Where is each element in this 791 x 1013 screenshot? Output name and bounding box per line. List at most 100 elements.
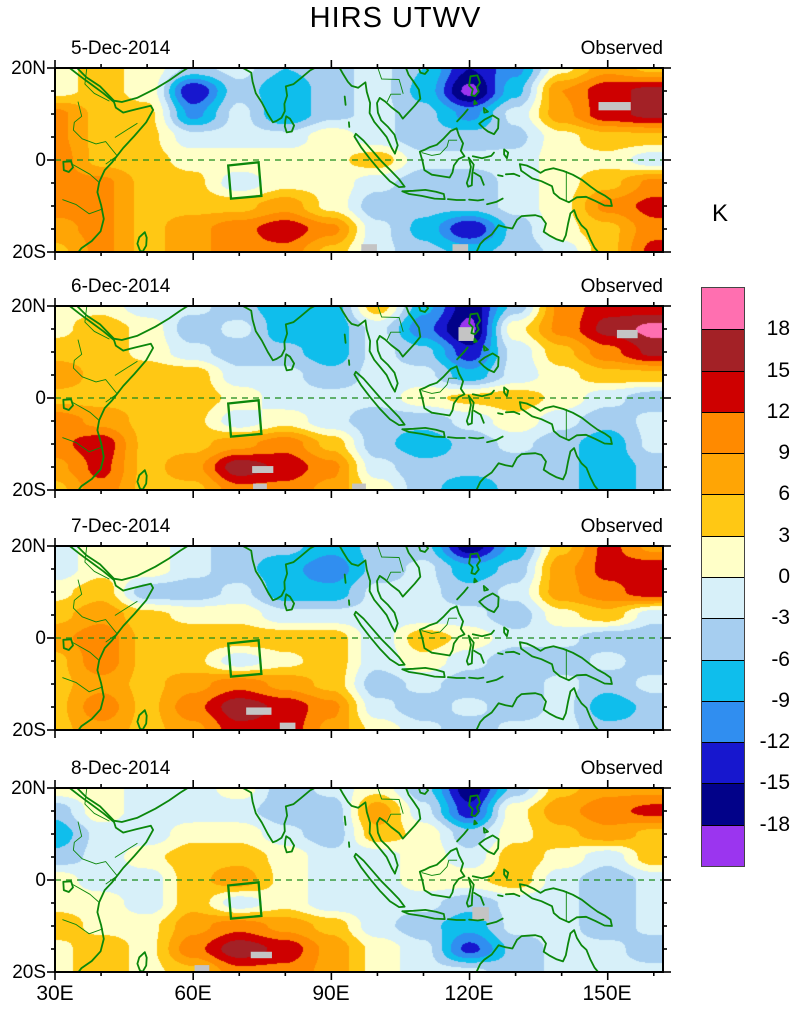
coastline-path [503, 148, 510, 160]
map-features [55, 788, 663, 972]
coastline-path [401, 188, 446, 201]
panel-frame [54, 305, 664, 491]
coastline-path [343, 95, 347, 106]
coastline-path [503, 868, 510, 880]
study-region-box [226, 399, 263, 438]
map-features [55, 546, 663, 730]
colorbar-tick-label: 3 [778, 523, 790, 547]
coastline-path [473, 337, 478, 344]
coastline-path [338, 546, 396, 633]
colorbar-tick-label: -15 [759, 771, 790, 795]
coastline-path [136, 709, 148, 730]
coastline-path [418, 605, 466, 657]
coastline-path [471, 629, 495, 638]
colorbar-cell [702, 700, 744, 743]
coastline-path [504, 410, 521, 415]
coastline-path [76, 546, 189, 581]
coastline-path [497, 174, 504, 177]
coastline-path [283, 353, 296, 372]
coastline-path [76, 306, 189, 341]
y-axis-label-0: 0 [35, 388, 46, 409]
coastline-path [353, 370, 406, 427]
panel-date: 7-Dec-2014 [71, 516, 171, 537]
colorbar-tick-label: 0 [778, 565, 790, 588]
coastline-path [497, 412, 504, 415]
border-path [84, 68, 110, 102]
border-path [386, 331, 401, 341]
missing-data-patch [253, 483, 267, 490]
missing-data-patch [194, 965, 210, 972]
coastline-path [468, 436, 485, 440]
y-axis-label-20n: 20N [11, 296, 46, 317]
map-features [55, 68, 663, 252]
map-overlay [47, 538, 671, 738]
coastline-path [376, 546, 422, 633]
coastline-path [418, 365, 466, 417]
coastline-path [62, 638, 74, 651]
coastline-path [471, 151, 495, 160]
coastline-path [468, 74, 482, 97]
coastline-path [343, 573, 347, 584]
coastline-path [471, 389, 495, 398]
colorbar-tick-label: -18 [759, 812, 790, 836]
coastline-path [68, 788, 154, 972]
border-path [386, 571, 401, 581]
colorbar-cell [702, 783, 744, 825]
coastline-path [468, 676, 485, 680]
colorbar [701, 287, 745, 867]
colorbar-tick-label: -3 [771, 606, 790, 630]
missing-data-patch [361, 244, 377, 252]
colorbar-tick-label: 6 [778, 482, 790, 506]
y-axis-label-20s: 20S [12, 480, 46, 501]
border-path [377, 306, 404, 332]
coastline-path [68, 68, 154, 252]
missing-data-patch [598, 102, 631, 111]
y-axis-label-20s: 20S [12, 962, 46, 983]
border-path [62, 437, 104, 453]
coastline-path [343, 333, 347, 344]
y-axis-label-0: 0 [35, 628, 46, 649]
colorbar-cell [702, 288, 744, 330]
coastline-path [503, 386, 510, 398]
panel-source: Observed [580, 38, 663, 59]
panel-date: 6-Dec-2014 [71, 276, 171, 297]
border-path [72, 642, 99, 660]
coastline-path [338, 306, 396, 393]
coastline-path [417, 788, 430, 795]
coastline-path [417, 306, 430, 313]
border-path [377, 546, 404, 572]
coastline-path [283, 115, 296, 134]
coastline-path [475, 929, 599, 972]
border-path [84, 306, 110, 340]
x-axis-label-30e: 30E [36, 982, 74, 1005]
coastline-path [504, 892, 521, 897]
y-axis-label-20s: 20S [12, 720, 46, 741]
colorbar-cell [702, 494, 744, 536]
coastline-path [497, 652, 504, 655]
colorbar-cell [702, 535, 744, 577]
colorbar-cell [702, 370, 744, 412]
border-path [386, 813, 401, 823]
border-path [114, 842, 138, 858]
y-axis-label-0: 0 [35, 150, 46, 171]
coastline-path [482, 585, 489, 592]
coastline-path [62, 880, 74, 893]
coastline-path [283, 593, 296, 612]
map-overlay [47, 780, 671, 980]
coastline-path [482, 345, 489, 352]
coastline-path [241, 306, 316, 362]
border-path [421, 859, 458, 876]
panel-source: Observed [580, 276, 663, 297]
border-path [62, 677, 104, 693]
missing-data-patch [279, 722, 296, 730]
coastline-path [518, 883, 613, 927]
coastline-path [465, 876, 475, 908]
coastline-path [478, 352, 500, 374]
coastline-path [471, 871, 495, 880]
coastline-path [503, 626, 510, 638]
missing-data-patch [252, 466, 274, 473]
coastline-path [468, 198, 485, 202]
coastline-path [62, 398, 74, 411]
coastline-path [518, 641, 613, 685]
x-axis-label-60e: 60E [174, 982, 212, 1005]
